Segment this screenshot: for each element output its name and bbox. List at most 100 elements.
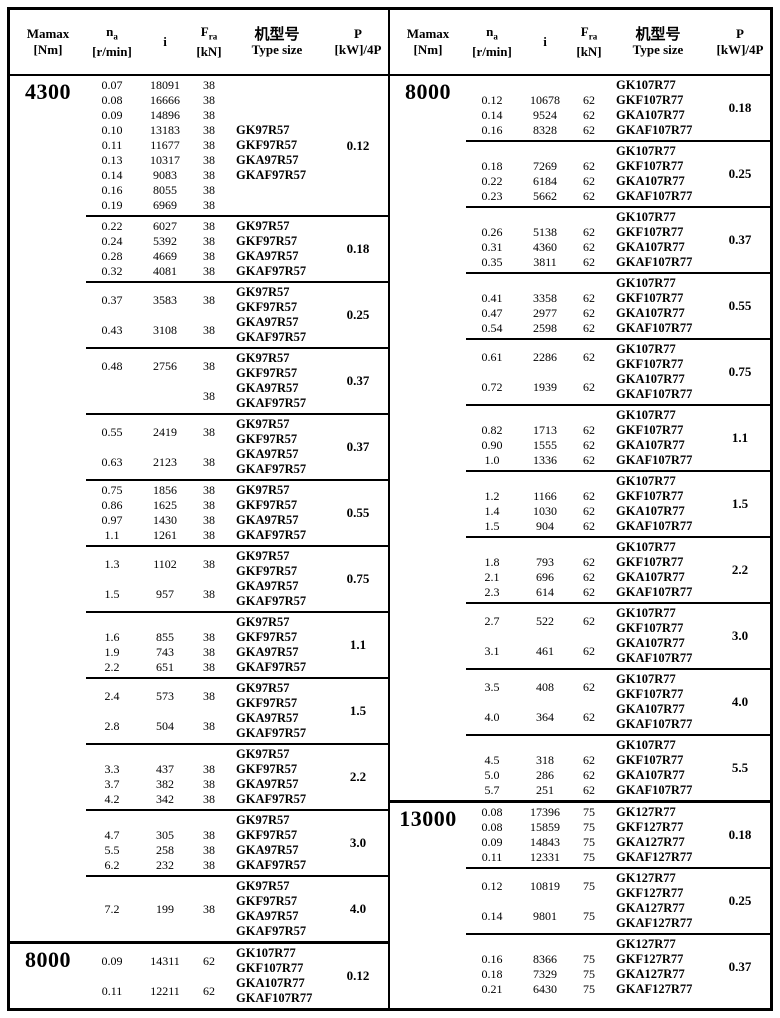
- type-size: GK127R77: [616, 937, 676, 951]
- table-row: 0.75 1856 38 GK97R57: [86, 483, 328, 498]
- na-cell: 0.63: [101, 454, 123, 469]
- type-size: GKA97R57: [236, 909, 299, 923]
- table-row: 0.43 3108 38 GKA97R57 GKAF97R57: [86, 315, 328, 345]
- table-row: 0.31 4360 62 GKA107R77: [466, 240, 710, 255]
- type-size: GK97R57: [236, 681, 290, 695]
- ratio-cell: 4669: [153, 249, 177, 263]
- type-size: GK97R57: [236, 615, 290, 629]
- power-block: GK107R77 0.18 7269 62 GKF107R77 0.22 6184 62 GKA…: [466, 140, 770, 206]
- power-block: 0.07 18091 38 0.08 16666 38 0.09 14896 38 0.10 131…: [86, 76, 388, 215]
- type-size-list: GKF107R77: [606, 291, 710, 306]
- power-cell: 0.75: [728, 364, 752, 379]
- type-size: GKF107R77: [616, 423, 684, 437]
- type-size-list: GKAF107R77: [606, 585, 710, 600]
- type-size-list: GKA107R77: [606, 240, 710, 255]
- type-size-list: GKAF107R77: [606, 123, 710, 138]
- mamax-value: 4300: [25, 79, 71, 104]
- type-size-list: GK97R57: [226, 123, 328, 138]
- type-size-list: GKA107R77: [606, 504, 710, 519]
- na-cell: 0.32: [101, 264, 123, 278]
- type-size: GK97R57: [236, 219, 290, 233]
- table-row: 2.7 522 62 GK107R77 GKF107R77: [466, 606, 710, 636]
- header-na: na [r/min]: [472, 23, 512, 60]
- table-row: 0.37 3583 38 GK97R57 GKF97R57: [86, 285, 328, 315]
- ratio-cell: 9083: [153, 168, 177, 182]
- table-row: 0.13 10317 38 GKA97R57: [86, 153, 328, 168]
- fra-cell: 62: [583, 423, 595, 437]
- fra-cell: 62: [583, 643, 595, 658]
- ratio-cell: 1713: [533, 423, 557, 437]
- ratio-cell: 1625: [153, 498, 177, 512]
- type-size: GKA107R77: [616, 768, 685, 782]
- fra-cell: 62: [583, 709, 595, 724]
- fra-cell: 62: [583, 306, 595, 320]
- fra-cell: 75: [583, 967, 595, 981]
- type-size: GKF107R77: [616, 555, 684, 569]
- type-size: GK107R77: [616, 540, 676, 554]
- table-row: 3.1 461 62 GKA107R77 GKAF107R77: [466, 636, 710, 666]
- table-row: GK107R77: [466, 78, 710, 93]
- fra-cell: 62: [583, 783, 595, 797]
- table-row: 2.3 614 62 GKAF107R77: [466, 585, 710, 600]
- type-size-list: GK107R77 GKF107R77: [606, 672, 710, 702]
- na-cell: 0.18: [481, 159, 503, 173]
- table-row: 0.14 9801 75 GKA127R77 GKAF127R77: [466, 901, 710, 931]
- mamax-value: 8000: [25, 947, 71, 972]
- type-size: GKF97R57: [236, 138, 298, 152]
- type-size-list: GKF107R77: [606, 159, 710, 174]
- table-row: 0.28 4669 38 GKA97R57: [86, 249, 328, 264]
- type-size: GKA107R77: [616, 702, 685, 716]
- ratio-cell: 651: [156, 660, 174, 674]
- column-header-row: Mamax [Nm] na [r/min] i Fra [kN] 机型号 Type…: [390, 10, 770, 76]
- type-size: GKAF127R77: [616, 850, 693, 864]
- fra-cell: 62: [203, 983, 215, 998]
- type-size-list: GKAF107R77: [606, 189, 710, 204]
- na-cell: 0.28: [101, 249, 123, 263]
- type-size: GK107R77: [616, 78, 676, 92]
- ratio-cell: 408: [536, 679, 554, 694]
- header-ratio: i: [543, 34, 547, 49]
- table-row: GK107R77: [466, 408, 710, 423]
- fra-cell: 38: [203, 264, 215, 278]
- type-size: GKAF107R77: [616, 321, 693, 335]
- na-cell: 0.48: [101, 358, 123, 373]
- type-size-list: GK107R77: [606, 738, 710, 753]
- type-size-list: GKA107R77: [606, 174, 710, 189]
- table-row: 1.5 957 38 GKA97R57 GKAF97R57: [86, 579, 328, 609]
- type-size-list: GKF127R77: [606, 952, 710, 967]
- fra-cell: 38: [203, 358, 215, 373]
- type-size: [226, 198, 328, 213]
- spec-table: Mamax [Nm] na [r/min] i Fra [kN] 机型号 Type…: [7, 7, 773, 1011]
- type-size-list: GK107R77: [606, 78, 710, 93]
- ratio-cell: 286: [536, 768, 554, 782]
- table-row: 6.2 232 38 GKAF97R57: [86, 858, 328, 873]
- type-size-list: GKA107R77: [606, 108, 710, 123]
- fra-cell: 38: [203, 483, 215, 497]
- header-ratio: i: [163, 34, 167, 49]
- type-size: GKAF97R57: [236, 462, 307, 476]
- fra-cell: 62: [583, 453, 595, 467]
- type-size-list: GKA97R57: [226, 249, 328, 264]
- ratio-cell: 318: [536, 753, 554, 767]
- row-list: GK97R57 1.6 855 38 GKF97R57 1.9 743 38 GKA97R57 2…: [86, 615, 328, 675]
- type-size: GKAF107R77: [616, 453, 693, 467]
- ratio-cell: 4360: [533, 240, 557, 254]
- power-block: 1.3 1102 38 GK97R57 GKF97R57 1.5 957 38 GKA97R57…: [86, 545, 388, 611]
- type-size-list: GK107R77: [606, 408, 710, 423]
- fra-cell: 62: [583, 504, 595, 518]
- mamax-section: 8000 0.09 14311 62 GK107R77 GKF107R77 0.11 1221…: [10, 941, 388, 1008]
- type-size: GKAF97R57: [236, 264, 307, 278]
- type-size: GKF97R57: [236, 234, 298, 248]
- fra-cell: 75: [583, 820, 595, 834]
- type-size: GKF97R57: [236, 564, 298, 578]
- table-row: 0.82 1713 62 GKF107R77: [466, 423, 710, 438]
- type-size: [226, 108, 328, 123]
- fra-cell: 75: [583, 982, 595, 996]
- type-size: GKAF97R57: [236, 792, 307, 806]
- power-cell: 0.75: [346, 571, 370, 586]
- ratio-cell: 5138: [533, 225, 557, 239]
- type-size: GKAF107R77: [616, 585, 693, 599]
- power-block: 0.48 2756 38 GK97R57 GKF97R57 38 GKA97R57 GKAF9…: [86, 347, 388, 413]
- mamax-section: 13000 0.08 17396 75 GK127R77 0.08 15859 75 GKF12…: [390, 800, 770, 999]
- row-list: GK107R77 0.41 3358 62 GKF107R77 0.47 2977 62 GKA…: [466, 276, 710, 336]
